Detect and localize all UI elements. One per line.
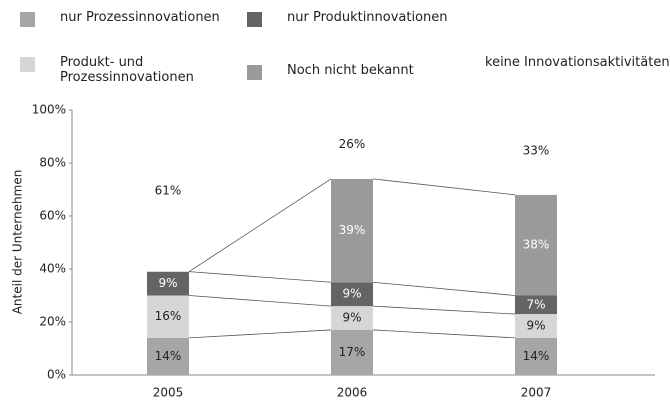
connector-line: [372, 329, 516, 339]
legend-item: Produkt- und Prozessinnovationen: [20, 55, 194, 85]
legend-item: nur Produktinnovationen: [247, 10, 448, 27]
data-label: 16%: [155, 309, 182, 323]
bar-segment: [147, 110, 189, 272]
y-tick-label: 20%: [39, 315, 66, 329]
data-label: 7%: [526, 297, 545, 311]
data-label: 39%: [339, 223, 366, 237]
data-label: 33%: [523, 144, 550, 158]
bar-segment: [515, 194, 557, 296]
bar-segment: [331, 110, 373, 179]
legend-swatch: [247, 65, 262, 80]
data-label: 26%: [339, 137, 366, 151]
legend-label: Noch nicht bekannt: [287, 63, 414, 78]
connector-line: [372, 305, 516, 315]
connector-line: [188, 329, 332, 339]
connector-line: [188, 271, 332, 283]
x-tick-label: 2006: [337, 386, 368, 400]
data-label: 9%: [526, 318, 545, 332]
bar-segment: [515, 295, 557, 315]
bar-segment: [331, 306, 373, 330]
legend-item: Noch nicht bekannt: [247, 63, 417, 80]
data-label: 9%: [342, 311, 361, 325]
bar-segment: [331, 282, 373, 307]
data-label: 14%: [155, 349, 182, 363]
connector-line: [372, 281, 516, 296]
legend-label: keine Innovationsaktivitäten: [485, 55, 670, 70]
legend-swatch: [20, 57, 35, 72]
connector-line: [188, 178, 332, 272]
bar-segment: [515, 107, 557, 195]
data-label: 61%: [155, 183, 182, 197]
legend-item: keine Innovationsaktivitäten: [445, 55, 670, 70]
bar-segment: [515, 337, 557, 375]
data-label: 17%: [339, 345, 366, 359]
data-label: 9%: [342, 287, 361, 301]
bar-segment: [147, 337, 189, 375]
y-tick-label: 60%: [39, 209, 66, 223]
data-label: 9%: [158, 276, 177, 290]
y-axis-label: Anteil der Unternehmen: [11, 170, 25, 315]
y-tick-label: 100%: [32, 103, 66, 117]
data-label: 38%: [523, 238, 550, 252]
connector-line: [188, 295, 332, 307]
x-tick-label: 2005: [153, 386, 184, 400]
legend-label: Produkt- und Prozessinnovationen: [60, 55, 194, 85]
legend-swatch: [247, 12, 262, 27]
y-tick-label: 0%: [47, 368, 66, 382]
y-tick-label: 80%: [39, 156, 66, 170]
legend-label: nur Produktinnovationen: [287, 10, 448, 25]
data-label: 14%: [523, 349, 550, 363]
legend-swatch: [445, 55, 460, 70]
legend-item: nur Prozessinnovationen: [20, 10, 220, 27]
bar-segment: [147, 271, 189, 296]
bar-segment: [515, 314, 557, 338]
bar-segment: [331, 178, 373, 283]
connector-line: [372, 178, 516, 196]
y-tick-label: 40%: [39, 262, 66, 276]
bar-segment: [331, 329, 373, 375]
x-tick-label: 2007: [521, 386, 552, 400]
legend-label: nur Prozessinnovationen: [60, 10, 220, 25]
legend-swatch: [20, 12, 35, 27]
bar-segment: [147, 295, 189, 338]
